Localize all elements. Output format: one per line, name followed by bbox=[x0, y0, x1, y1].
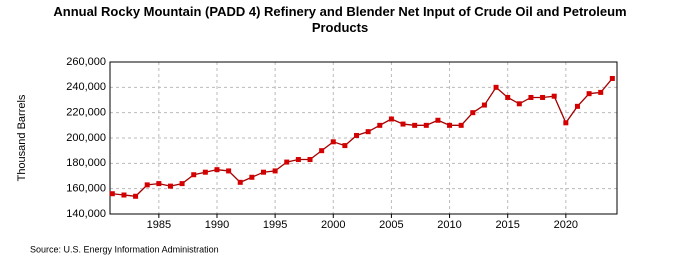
y-tick-label: 140,000 bbox=[66, 208, 106, 220]
y-tick-label: 220,000 bbox=[66, 107, 106, 119]
y-tick-label: 160,000 bbox=[66, 183, 106, 195]
data-point bbox=[354, 132, 360, 138]
data-point bbox=[528, 94, 534, 100]
data-point bbox=[144, 182, 150, 188]
data-point bbox=[191, 172, 197, 178]
y-tick-label: 200,000 bbox=[66, 132, 106, 144]
data-point bbox=[586, 91, 592, 97]
x-tick-label: 1985 bbox=[147, 219, 171, 231]
data-point bbox=[249, 174, 255, 180]
data-point bbox=[260, 169, 266, 175]
data-point bbox=[377, 122, 383, 128]
data-point bbox=[447, 122, 453, 128]
series-line bbox=[112, 78, 613, 197]
y-tick-label: 180,000 bbox=[66, 157, 106, 169]
data-point bbox=[540, 94, 546, 100]
x-tick-label: 1995 bbox=[263, 219, 287, 231]
x-tick-label: 2010 bbox=[437, 219, 461, 231]
data-point bbox=[284, 159, 290, 165]
x-tick-label: 2020 bbox=[554, 219, 578, 231]
data-point bbox=[295, 157, 301, 163]
y-tick-label: 240,000 bbox=[66, 81, 106, 93]
data-point bbox=[563, 120, 569, 126]
data-point bbox=[133, 193, 139, 199]
data-point bbox=[388, 116, 394, 122]
x-tick-label: 2005 bbox=[379, 219, 403, 231]
data-point bbox=[435, 117, 441, 123]
data-point bbox=[179, 181, 185, 187]
data-point bbox=[574, 103, 580, 109]
data-point bbox=[505, 94, 511, 100]
data-point bbox=[551, 93, 557, 99]
data-point bbox=[365, 129, 371, 135]
data-point bbox=[121, 192, 127, 198]
chart-title: Annual Rocky Mountain (PADD 4) Refinery … bbox=[53, 4, 627, 35]
data-point bbox=[470, 110, 476, 116]
data-point bbox=[330, 139, 336, 145]
data-point bbox=[237, 179, 243, 185]
plot-border bbox=[109, 61, 618, 215]
source: Source: U.S. Energy Information Administ… bbox=[30, 244, 219, 254]
data-point bbox=[609, 75, 615, 81]
y-axis-label: Thousand Barrels bbox=[16, 94, 28, 181]
data-point bbox=[458, 122, 464, 128]
x-tick-label: 2000 bbox=[321, 219, 345, 231]
data-point bbox=[272, 168, 278, 174]
data-point bbox=[342, 143, 348, 149]
data-point bbox=[423, 122, 429, 128]
data-point bbox=[481, 102, 487, 108]
data-point bbox=[493, 84, 499, 90]
x-tick-label: 1990 bbox=[205, 219, 229, 231]
x-tick-label: 2015 bbox=[495, 219, 519, 231]
data-point bbox=[202, 169, 208, 175]
data-point bbox=[167, 183, 173, 189]
data-point bbox=[400, 121, 406, 127]
data-point bbox=[319, 148, 325, 154]
data-point bbox=[226, 168, 232, 174]
y-tick-label: 260,000 bbox=[66, 56, 106, 68]
data-point bbox=[516, 101, 522, 107]
data-point bbox=[214, 167, 220, 173]
data-point bbox=[156, 181, 162, 187]
data-point bbox=[307, 157, 313, 163]
data-point bbox=[412, 122, 418, 128]
data-point bbox=[109, 191, 115, 197]
data-point bbox=[598, 89, 604, 95]
